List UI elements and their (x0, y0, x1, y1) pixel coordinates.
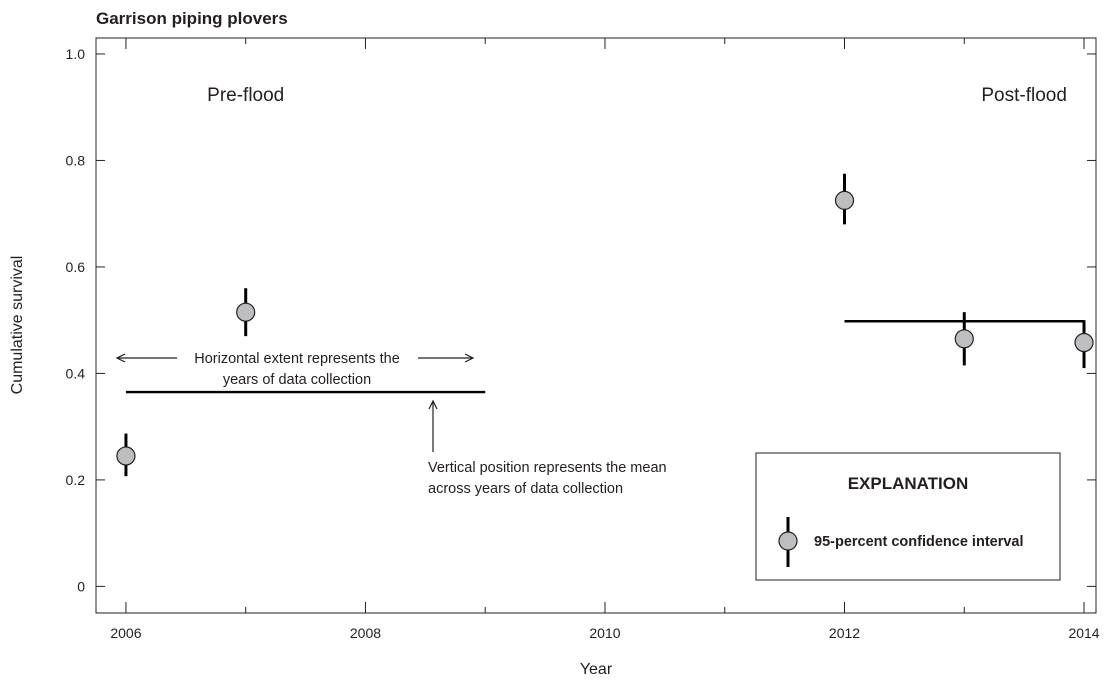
y-axis-label: Cumulative survival (9, 256, 26, 395)
annotation-vertical-position: Vertical position represents the mean ac… (428, 399, 667, 497)
data-point (116, 446, 136, 466)
data-point (834, 190, 855, 210)
data-point (236, 302, 256, 322)
y-tick-label: 0.8 (66, 152, 86, 168)
annotation-horizontal-extent: Horizontal extent represents the years o… (115, 351, 475, 388)
x-tick-label: 2012 (829, 625, 860, 641)
annotation-arrowhead-left (115, 353, 126, 363)
period-label: Pre-flood (207, 85, 284, 106)
data-point (954, 329, 974, 349)
period-label: Post-flood (981, 85, 1067, 106)
annotation-arrowhead-right (464, 353, 475, 363)
x-tick-label: 2014 (1068, 625, 1099, 641)
chart-title: Garrison piping plovers (96, 9, 288, 28)
x-axis-label: Year (580, 661, 613, 678)
annotation-vertical-text-1: Vertical position represents the mean (428, 460, 667, 476)
annotation-horizontal-text-1: Horizontal extent represents the (194, 351, 400, 367)
annotation-vertical-text-2: across years of data collection (428, 481, 623, 497)
legend-entry-label: 95-percent confidence interval (814, 534, 1024, 550)
y-axis-ticks: 0 0.2 0.4 0.6 0.8 1.0 (66, 46, 1096, 594)
y-tick-label: 0.6 (66, 259, 86, 275)
y-tick-label: 0.2 (66, 472, 86, 488)
data-point (1074, 332, 1094, 353)
legend: EXPLANATION 95-percent confidence interv… (755, 452, 1061, 581)
period-labels: Pre-flood Post-flood (207, 85, 1067, 106)
data-points (116, 173, 1094, 477)
x-tick-label: 2006 (110, 625, 141, 641)
y-tick-label: 0.4 (66, 365, 86, 381)
x-tick-label: 2010 (589, 625, 620, 641)
plot-frame (95, 37, 1097, 614)
annotation-horizontal-text-2: years of data collection (223, 372, 371, 388)
y-tick-label: 1.0 (66, 46, 86, 62)
y-tick-label: 0 (77, 578, 85, 594)
annotation-arrowhead-up (428, 399, 438, 410)
x-axis-ticks: 2006 2008 2010 2012 2014 (110, 38, 1100, 641)
x-tick-label: 2008 (350, 625, 381, 641)
legend-point-symbol (778, 531, 798, 551)
legend-title: EXPLANATION (848, 474, 969, 493)
legend-box (755, 452, 1061, 581)
